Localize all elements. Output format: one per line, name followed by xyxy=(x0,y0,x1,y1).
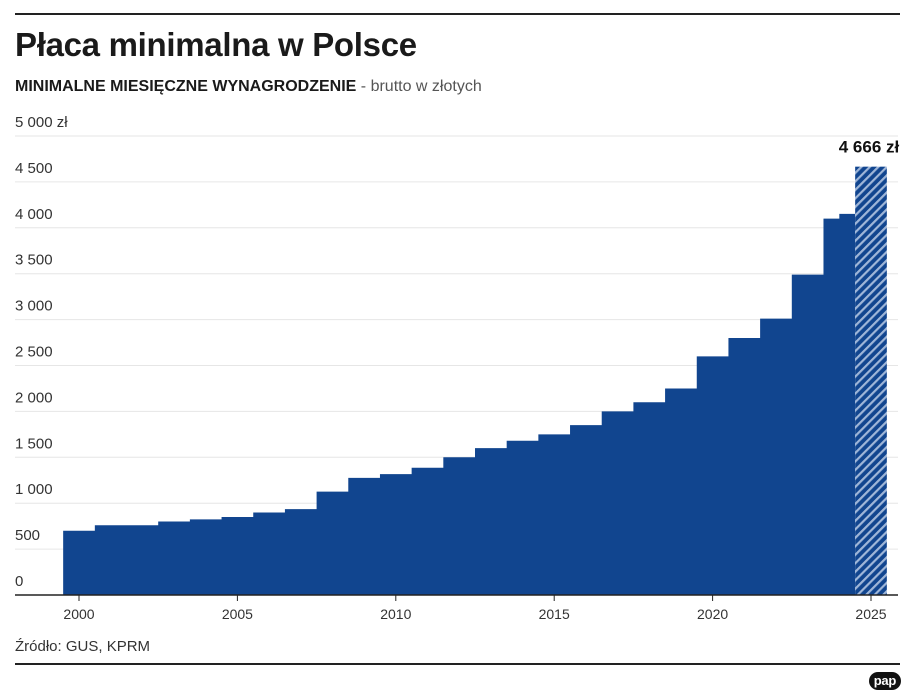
annotations: 4 666 zł xyxy=(839,138,900,157)
y-tick-label: 2 000 xyxy=(15,389,53,406)
projected-2025-bar xyxy=(855,166,887,595)
y-axis-labels: 0 500 1 000 1 500 2 000 2 500 3 000 3 500 4 000 4… xyxy=(15,114,68,590)
x-tick-label: 2015 xyxy=(539,606,570,622)
x-tick-label: 2010 xyxy=(380,606,411,622)
x-axis-labels: 2000 2005 2010 2015 2020 2025 xyxy=(63,606,886,622)
y-tick-label: 3 000 xyxy=(15,298,53,315)
bottom-rule xyxy=(15,663,900,665)
x-axis xyxy=(15,594,898,601)
subtitle-light: - brutto w złotych xyxy=(356,78,482,95)
x-tick-label: 2025 xyxy=(855,606,886,622)
value-annotation-2025: 4 666 zł xyxy=(839,138,900,157)
wage-area xyxy=(63,166,887,595)
pap-logo: pap xyxy=(868,672,901,690)
y-tick-label: 4 500 xyxy=(15,160,53,177)
x-tick-label: 2000 xyxy=(63,606,94,622)
subtitle-strong: MINIMALNE MIESIĘCZNE WYNAGRODZENIE xyxy=(15,78,357,95)
y-tick-label: 2 500 xyxy=(15,344,53,361)
y-tick-label: 5 000 zł xyxy=(15,114,68,131)
x-tick-label: 2005 xyxy=(222,606,253,622)
x-tick-label: 2020 xyxy=(697,606,728,622)
wage-step-area xyxy=(63,213,856,595)
chart-subtitle: MINIMALNE MIESIĘCZNE WYNAGRODZENIE - bru… xyxy=(15,78,482,96)
source-note: Źródło: GUS, KPRM xyxy=(15,638,151,655)
top-rule xyxy=(15,13,900,15)
y-tick-label: 500 xyxy=(15,527,40,544)
y-tick-label: 4 000 xyxy=(15,206,53,223)
y-tick-label: 1 000 xyxy=(15,481,53,498)
y-tick-label: 1 500 xyxy=(15,435,53,452)
grid-lines xyxy=(15,135,898,550)
y-tick-label: 3 500 xyxy=(15,252,53,269)
y-tick-label: 0 xyxy=(15,573,23,590)
chart-title: Płaca minimalna w Polsce xyxy=(15,26,417,63)
